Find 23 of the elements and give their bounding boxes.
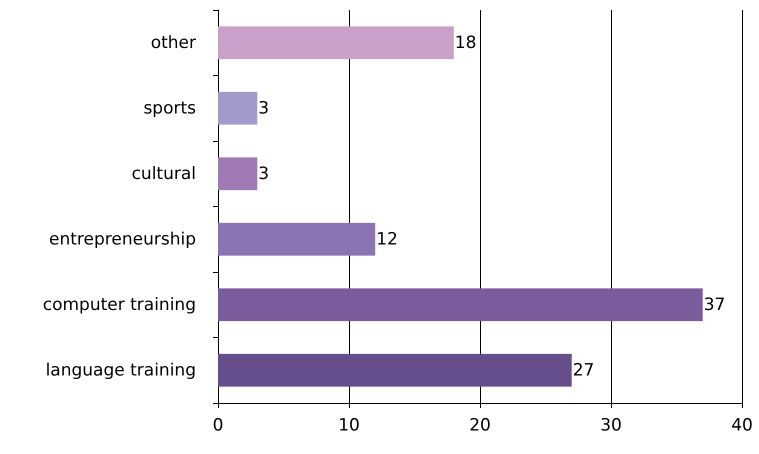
data-label: 3 — [258, 164, 270, 184]
x-tick-label: 20 — [469, 416, 491, 436]
x-tick-label: 30 — [600, 416, 622, 436]
y-tick-label: computer training — [42, 294, 196, 315]
x-tick-label: 40 — [731, 416, 753, 436]
bar — [218, 92, 258, 125]
bar — [218, 26, 454, 60]
data-label: 3 — [258, 98, 270, 118]
y-tick-label: sports — [143, 98, 196, 118]
y-tick-label: cultural — [132, 164, 196, 184]
data-label: 12 — [376, 229, 398, 250]
y-tick-label: language training — [46, 360, 196, 380]
data-label: 37 — [704, 294, 726, 315]
data-label: 18 — [454, 32, 476, 53]
bar — [218, 288, 703, 322]
data-label: 27 — [572, 360, 594, 380]
x-tick-label: 0 — [212, 416, 224, 436]
bar — [218, 222, 376, 256]
y-tick-label: entrepreneurship — [49, 229, 196, 250]
bar — [218, 354, 572, 387]
y-tick-label: other — [150, 32, 196, 53]
bar — [218, 157, 258, 190]
x-tick-label: 10 — [338, 416, 360, 436]
